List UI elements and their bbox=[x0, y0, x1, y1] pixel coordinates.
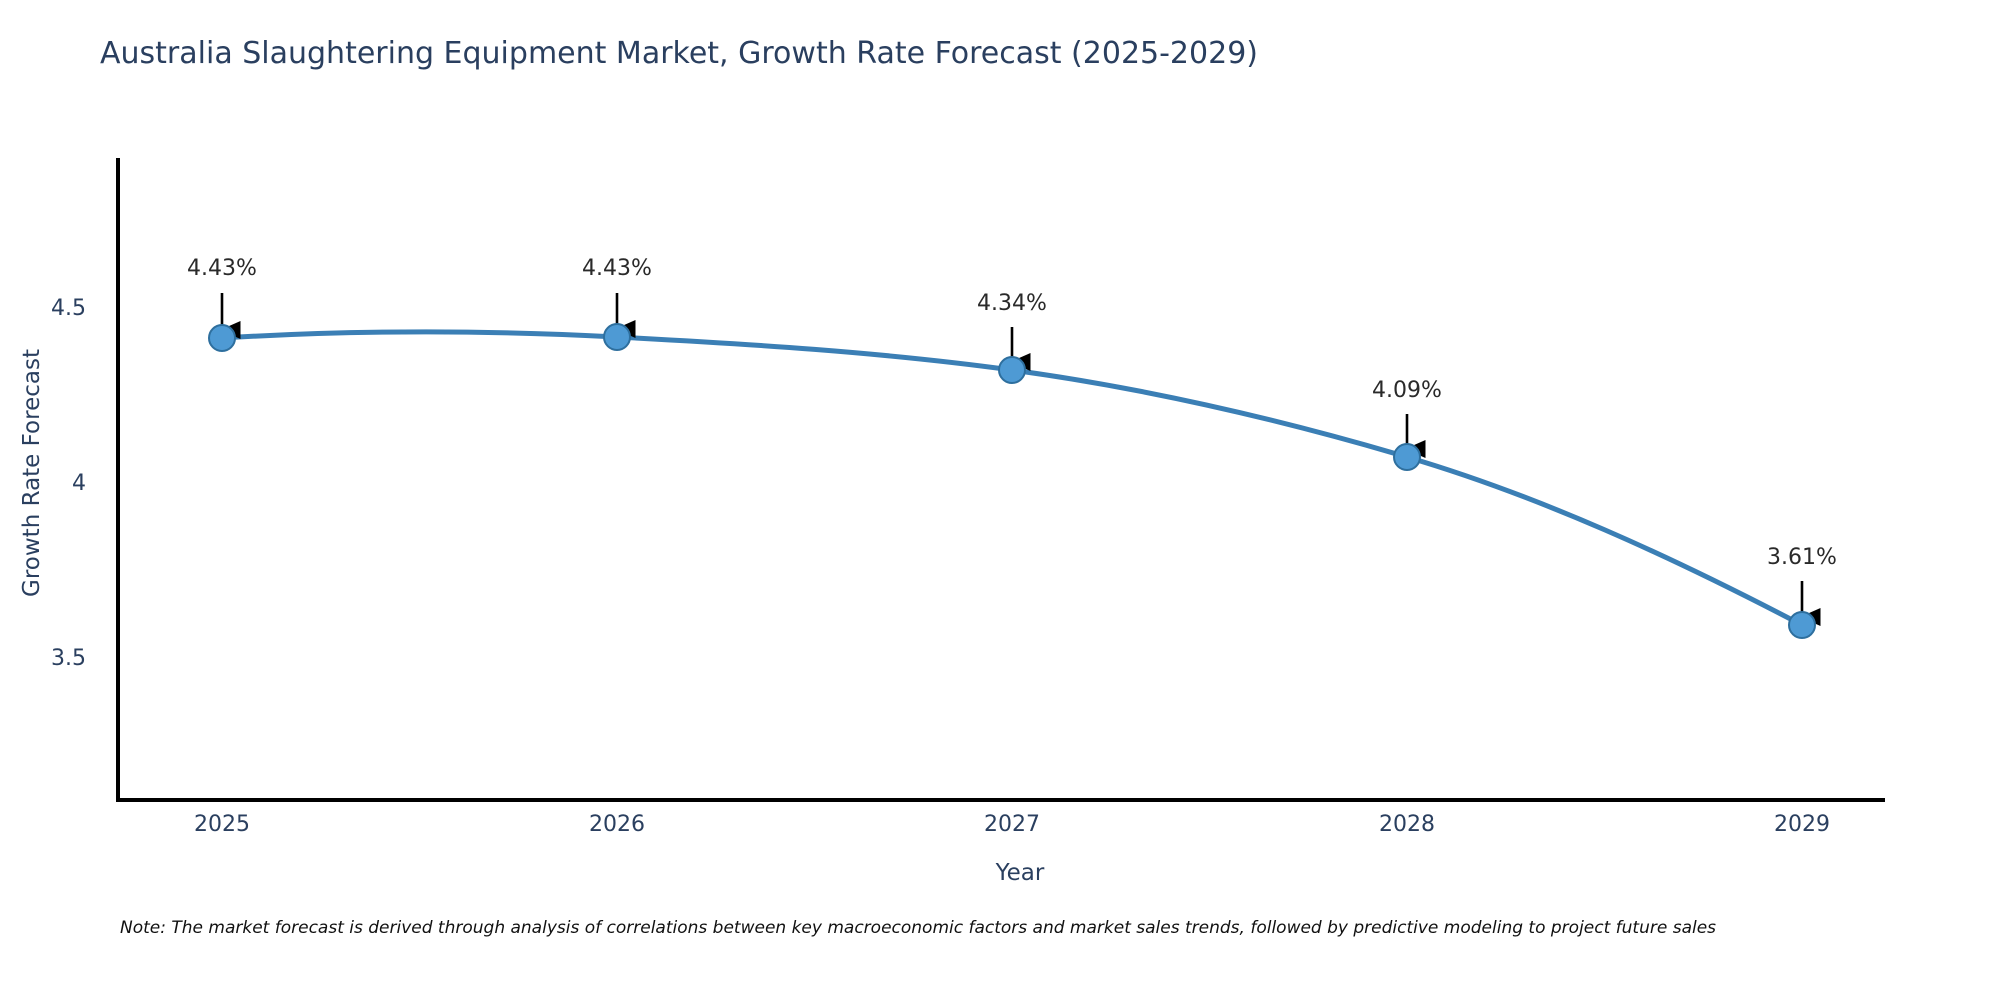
y-tick-label-4-5: 4.5 bbox=[51, 296, 86, 321]
x-tick-label-2026: 2026 bbox=[589, 812, 645, 837]
data-label-2027: 4.34% bbox=[977, 291, 1047, 316]
data-point-2025[interactable] bbox=[208, 324, 236, 352]
data-point-2027[interactable] bbox=[998, 356, 1026, 384]
data-point-2026[interactable] bbox=[603, 323, 631, 351]
data-label-2026: 4.43% bbox=[582, 256, 652, 281]
footnote-text: Note: The market forecast is derived thr… bbox=[120, 918, 1717, 938]
x-tick-label-2029: 2029 bbox=[1774, 812, 1830, 837]
page-title: Australia Slaughtering Equipment Market,… bbox=[100, 36, 1258, 71]
data-point-2029[interactable] bbox=[1788, 611, 1816, 639]
x-tick-label-2025: 2025 bbox=[194, 812, 250, 837]
y-tick-label-4: 4 bbox=[72, 471, 86, 496]
y-tick-label-3-5: 3.5 bbox=[51, 646, 86, 671]
data-label-2028: 4.09% bbox=[1372, 378, 1442, 403]
data-point-2028[interactable] bbox=[1393, 443, 1421, 471]
x-axis-title: Year bbox=[995, 860, 1045, 886]
x-tick-label-2028: 2028 bbox=[1379, 812, 1435, 837]
data-label-2025: 4.43% bbox=[187, 256, 257, 281]
x-tick-label-2027: 2027 bbox=[984, 812, 1040, 837]
data-label-2029: 3.61% bbox=[1767, 545, 1837, 570]
